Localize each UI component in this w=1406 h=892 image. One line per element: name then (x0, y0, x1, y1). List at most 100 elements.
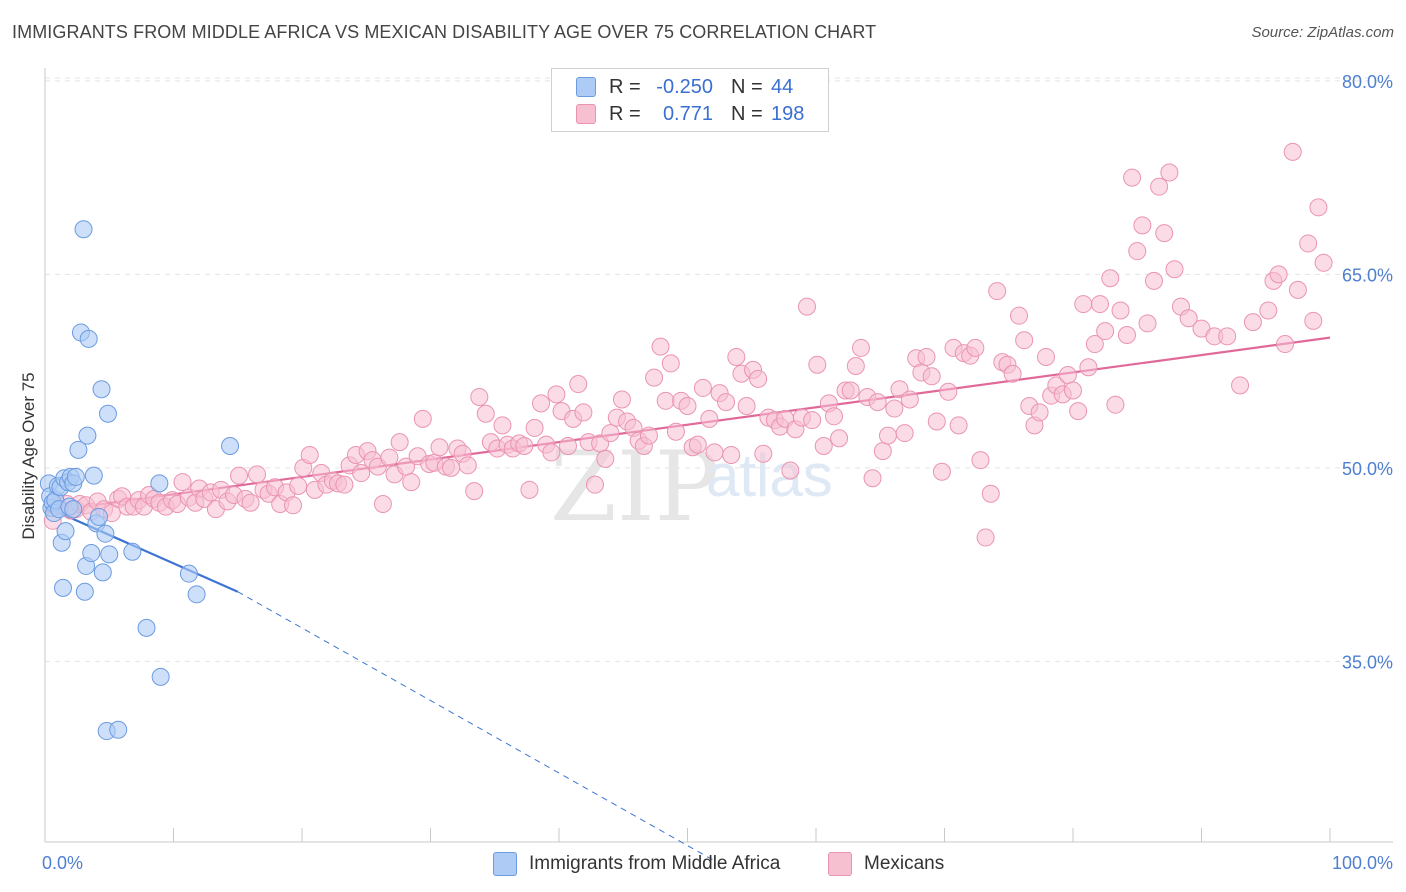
mexicans-point (971, 451, 990, 470)
mexicans-point (1090, 295, 1109, 314)
middle-africa-point (64, 500, 83, 519)
mexicans-point (688, 435, 707, 454)
mexicans-point (1010, 306, 1029, 325)
middle-africa-point (137, 618, 156, 637)
middle-africa-point (92, 380, 111, 399)
mexicans-point (173, 473, 192, 492)
mexicans-point (656, 391, 675, 410)
mexicans-point (1096, 322, 1115, 341)
mexicans-point (1003, 364, 1022, 383)
x-tick-label-1: 100.0% (1332, 853, 1393, 873)
middle-africa-point (100, 545, 119, 564)
mexicans-point (863, 469, 882, 488)
mexicans-point (574, 403, 593, 422)
middle-africa-trend-extension (237, 591, 714, 861)
mexicans-point (1015, 331, 1034, 350)
mexicans-point (1069, 402, 1088, 421)
mexicans-point (465, 482, 484, 501)
mexicans-point (458, 456, 477, 475)
middle-africa-point (56, 522, 75, 541)
middle-africa-point (82, 544, 101, 563)
mexicans-point (1085, 335, 1104, 354)
bottom-legend-swatch-pink (828, 852, 852, 876)
mexicans-point (390, 433, 409, 452)
middle-africa-point (78, 426, 97, 445)
legend-swatch-pink (576, 104, 596, 124)
mexicans-point (1117, 326, 1136, 345)
mexicans-point (493, 416, 512, 435)
mexicans-point (525, 418, 544, 437)
mexicans-point (1276, 335, 1295, 354)
middle-africa-point (109, 720, 128, 739)
y-tick-labels: 35.0% 50.0% 65.0% 80.0% (1342, 72, 1393, 673)
mexicans-point (803, 411, 822, 430)
mexicans-point (1030, 403, 1049, 422)
mexicans-point (1309, 198, 1328, 217)
middle-africa-point (84, 466, 103, 485)
middle-africa-point (187, 585, 206, 604)
mexicans-point (1144, 271, 1163, 290)
mexicans-point (284, 496, 303, 515)
mexicans-point (639, 426, 658, 445)
trend-lines (44, 336, 1331, 861)
mexicans-point (1106, 395, 1125, 414)
middle-africa-points (39, 220, 240, 741)
mexicans-point (922, 367, 941, 386)
mexicans-point (1128, 242, 1147, 261)
mexicans-point (542, 443, 561, 462)
mexicans-point (754, 444, 773, 463)
mexicans-point (248, 465, 267, 484)
mexicans-point (442, 458, 461, 477)
mexicans-point (841, 381, 860, 400)
mexicans-point (569, 375, 588, 394)
mexicans-point (430, 438, 449, 457)
mexicans-point (289, 476, 308, 495)
mexicans-point (585, 475, 604, 494)
mexicans-point (558, 436, 577, 455)
mexicans-point (413, 409, 432, 428)
mexicans-point (352, 464, 371, 483)
mexicans-point (1150, 177, 1169, 196)
mexicans-points (43, 142, 1333, 547)
mexicans-point (476, 404, 495, 423)
mexicans-point (645, 368, 664, 387)
legend-n-label: N = (731, 102, 763, 125)
middle-africa-point (98, 404, 117, 423)
mexicans-point (1160, 163, 1179, 182)
mexicans-point (547, 385, 566, 404)
legend-n-value: 198 (771, 102, 805, 125)
mexicans-point (596, 449, 615, 468)
mexicans-point (1288, 280, 1307, 299)
mexicans-point (1138, 314, 1157, 333)
mexicans-point (1283, 142, 1302, 161)
bottom-legend-label: Mexicans (864, 853, 945, 874)
mexicans-point (1269, 265, 1288, 284)
legend-r-label: R = (609, 102, 641, 125)
mexicans-point (678, 396, 697, 415)
bottom-legend-swatch-blue (493, 852, 517, 876)
mexicans-point (737, 396, 756, 415)
legend-swatch-blue (576, 77, 596, 97)
legend-r-label: R = (609, 75, 641, 98)
mexicans-point (949, 416, 968, 435)
middle-africa-point (123, 542, 142, 561)
mexicans-point (1155, 224, 1174, 243)
mexicans-point (230, 466, 249, 485)
mexicans-point (1243, 313, 1262, 332)
mexicans-point (727, 347, 746, 366)
chart-source: Source: ZipAtlas.com (1251, 24, 1394, 41)
mexicans-point (470, 387, 489, 406)
mexicans-point (612, 390, 631, 409)
mexicans-point (705, 443, 724, 462)
middle-africa-point (151, 667, 170, 686)
mexicans-point (868, 393, 887, 412)
y-tick-label: 35.0% (1342, 652, 1393, 672)
correlation-legend: R = -0.250 N = 44 R = 0.771 N = 198 (551, 68, 829, 132)
mexicans-point (335, 475, 354, 494)
mexicans-point (241, 493, 260, 512)
mexicans-point (895, 424, 914, 443)
mexicans-point (700, 409, 719, 428)
mexicans-point (373, 495, 392, 514)
middle-africa-point (66, 467, 85, 486)
